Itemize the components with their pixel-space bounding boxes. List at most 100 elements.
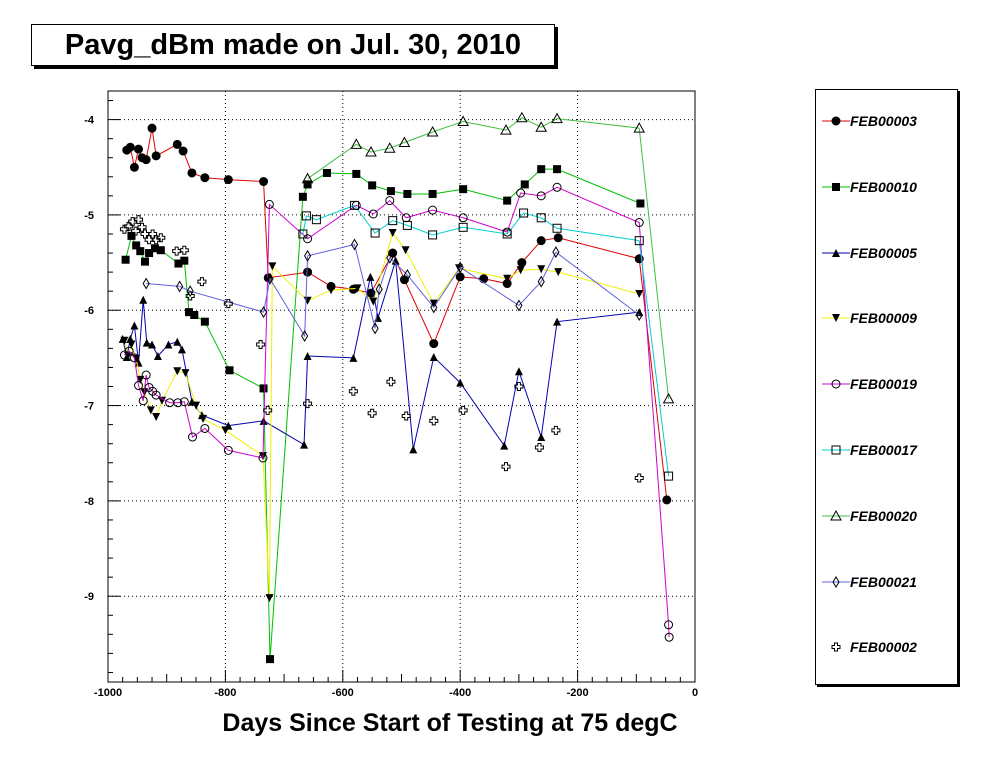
legend-swatch xyxy=(822,116,850,126)
legend-label: FEB00010 xyxy=(850,178,917,195)
data-point xyxy=(199,414,208,423)
data-point xyxy=(428,189,437,198)
legend-swatch xyxy=(822,248,850,257)
data-point xyxy=(349,353,358,362)
data-point xyxy=(200,173,210,183)
data-point xyxy=(455,272,465,282)
data-point xyxy=(458,405,468,415)
data-point xyxy=(190,311,199,320)
data-point xyxy=(301,172,314,184)
data-point xyxy=(553,165,562,174)
legend-entry-feb00009: FEB00009 xyxy=(816,303,957,333)
data-point xyxy=(536,213,546,223)
data-point xyxy=(140,257,149,266)
data-point xyxy=(456,261,464,274)
data-point xyxy=(537,275,545,288)
data-point xyxy=(552,182,562,192)
data-point xyxy=(164,340,173,349)
legend-marker xyxy=(832,314,840,323)
data-point xyxy=(259,177,269,187)
series-feb00020 xyxy=(301,111,675,404)
data-point xyxy=(368,209,378,219)
data-point xyxy=(662,392,675,404)
series-line xyxy=(302,204,670,477)
data-point xyxy=(177,345,186,354)
data-point xyxy=(186,285,194,298)
legend-marker xyxy=(832,182,840,191)
data-point xyxy=(130,321,139,330)
series-feb00017 xyxy=(298,200,674,481)
data-point xyxy=(536,191,546,201)
data-point xyxy=(514,382,524,391)
legend: FEB00003 FEB00010 FEB00005 FEB00009 FEB00019… xyxy=(815,89,958,685)
series-line xyxy=(124,186,670,638)
data-point xyxy=(403,269,411,281)
data-point xyxy=(301,330,309,342)
data-point xyxy=(138,396,148,406)
data-point xyxy=(200,423,210,433)
data-point xyxy=(322,168,331,177)
data-point xyxy=(350,238,359,251)
x-axis-label: Days Since Start of Testing at 75 degC xyxy=(222,709,678,737)
data-point xyxy=(125,142,135,152)
data-point xyxy=(124,346,134,356)
data-point xyxy=(188,432,198,442)
data-point xyxy=(634,236,644,246)
data-point xyxy=(152,413,161,422)
data-point xyxy=(552,246,560,259)
data-point xyxy=(458,222,468,232)
data-point xyxy=(458,213,468,223)
data-point xyxy=(131,226,141,236)
data-point xyxy=(552,223,562,233)
data-point xyxy=(151,151,161,161)
series-line xyxy=(122,260,640,450)
data-point xyxy=(129,353,139,363)
legend-swatch xyxy=(822,575,850,588)
data-point xyxy=(401,411,411,421)
y-tick-label: -5 xyxy=(84,210,94,222)
data-point xyxy=(298,229,308,239)
legend-marker xyxy=(831,445,841,455)
data-point xyxy=(401,246,410,255)
data-point xyxy=(503,196,512,205)
data-point xyxy=(383,142,396,153)
series-feb00010 xyxy=(121,165,645,664)
x-tick-label: 0 xyxy=(692,687,698,699)
data-point xyxy=(430,301,438,314)
data-point xyxy=(259,384,268,393)
data-point xyxy=(388,229,397,238)
legend-label: FEB00019 xyxy=(850,376,917,393)
data-point xyxy=(264,199,274,209)
data-point xyxy=(459,185,468,194)
legend-swatch xyxy=(831,642,841,652)
data-point xyxy=(303,399,313,409)
legend-marker xyxy=(830,509,842,521)
legend-entry-feb00021: FEB00021 xyxy=(816,567,957,597)
legend-marker xyxy=(831,379,841,389)
legend-swatch xyxy=(822,314,850,323)
legend-swatch xyxy=(822,509,850,521)
data-point xyxy=(158,396,167,405)
data-point xyxy=(534,443,544,453)
data-point xyxy=(456,378,465,387)
data-point xyxy=(185,291,195,301)
data-point xyxy=(179,245,189,255)
data-point xyxy=(174,259,183,268)
x-tick-label: -200 xyxy=(567,687,589,699)
data-point xyxy=(134,215,144,225)
legend-label: FEB00003 xyxy=(850,113,917,129)
data-point xyxy=(457,115,469,127)
legend-swatch xyxy=(822,379,850,389)
data-point xyxy=(298,192,307,201)
data-point xyxy=(635,309,643,321)
data-point xyxy=(192,401,201,410)
data-point xyxy=(366,272,375,281)
data-point xyxy=(634,473,644,483)
data-point xyxy=(664,471,674,481)
series-feb00021 xyxy=(142,238,643,342)
data-point xyxy=(144,235,154,245)
data-point xyxy=(402,220,412,230)
chart-title: Pavg_dBm made on Jul. 30, 2010 xyxy=(31,24,555,66)
legend-entry-feb00002: FEB00002 xyxy=(816,632,957,662)
